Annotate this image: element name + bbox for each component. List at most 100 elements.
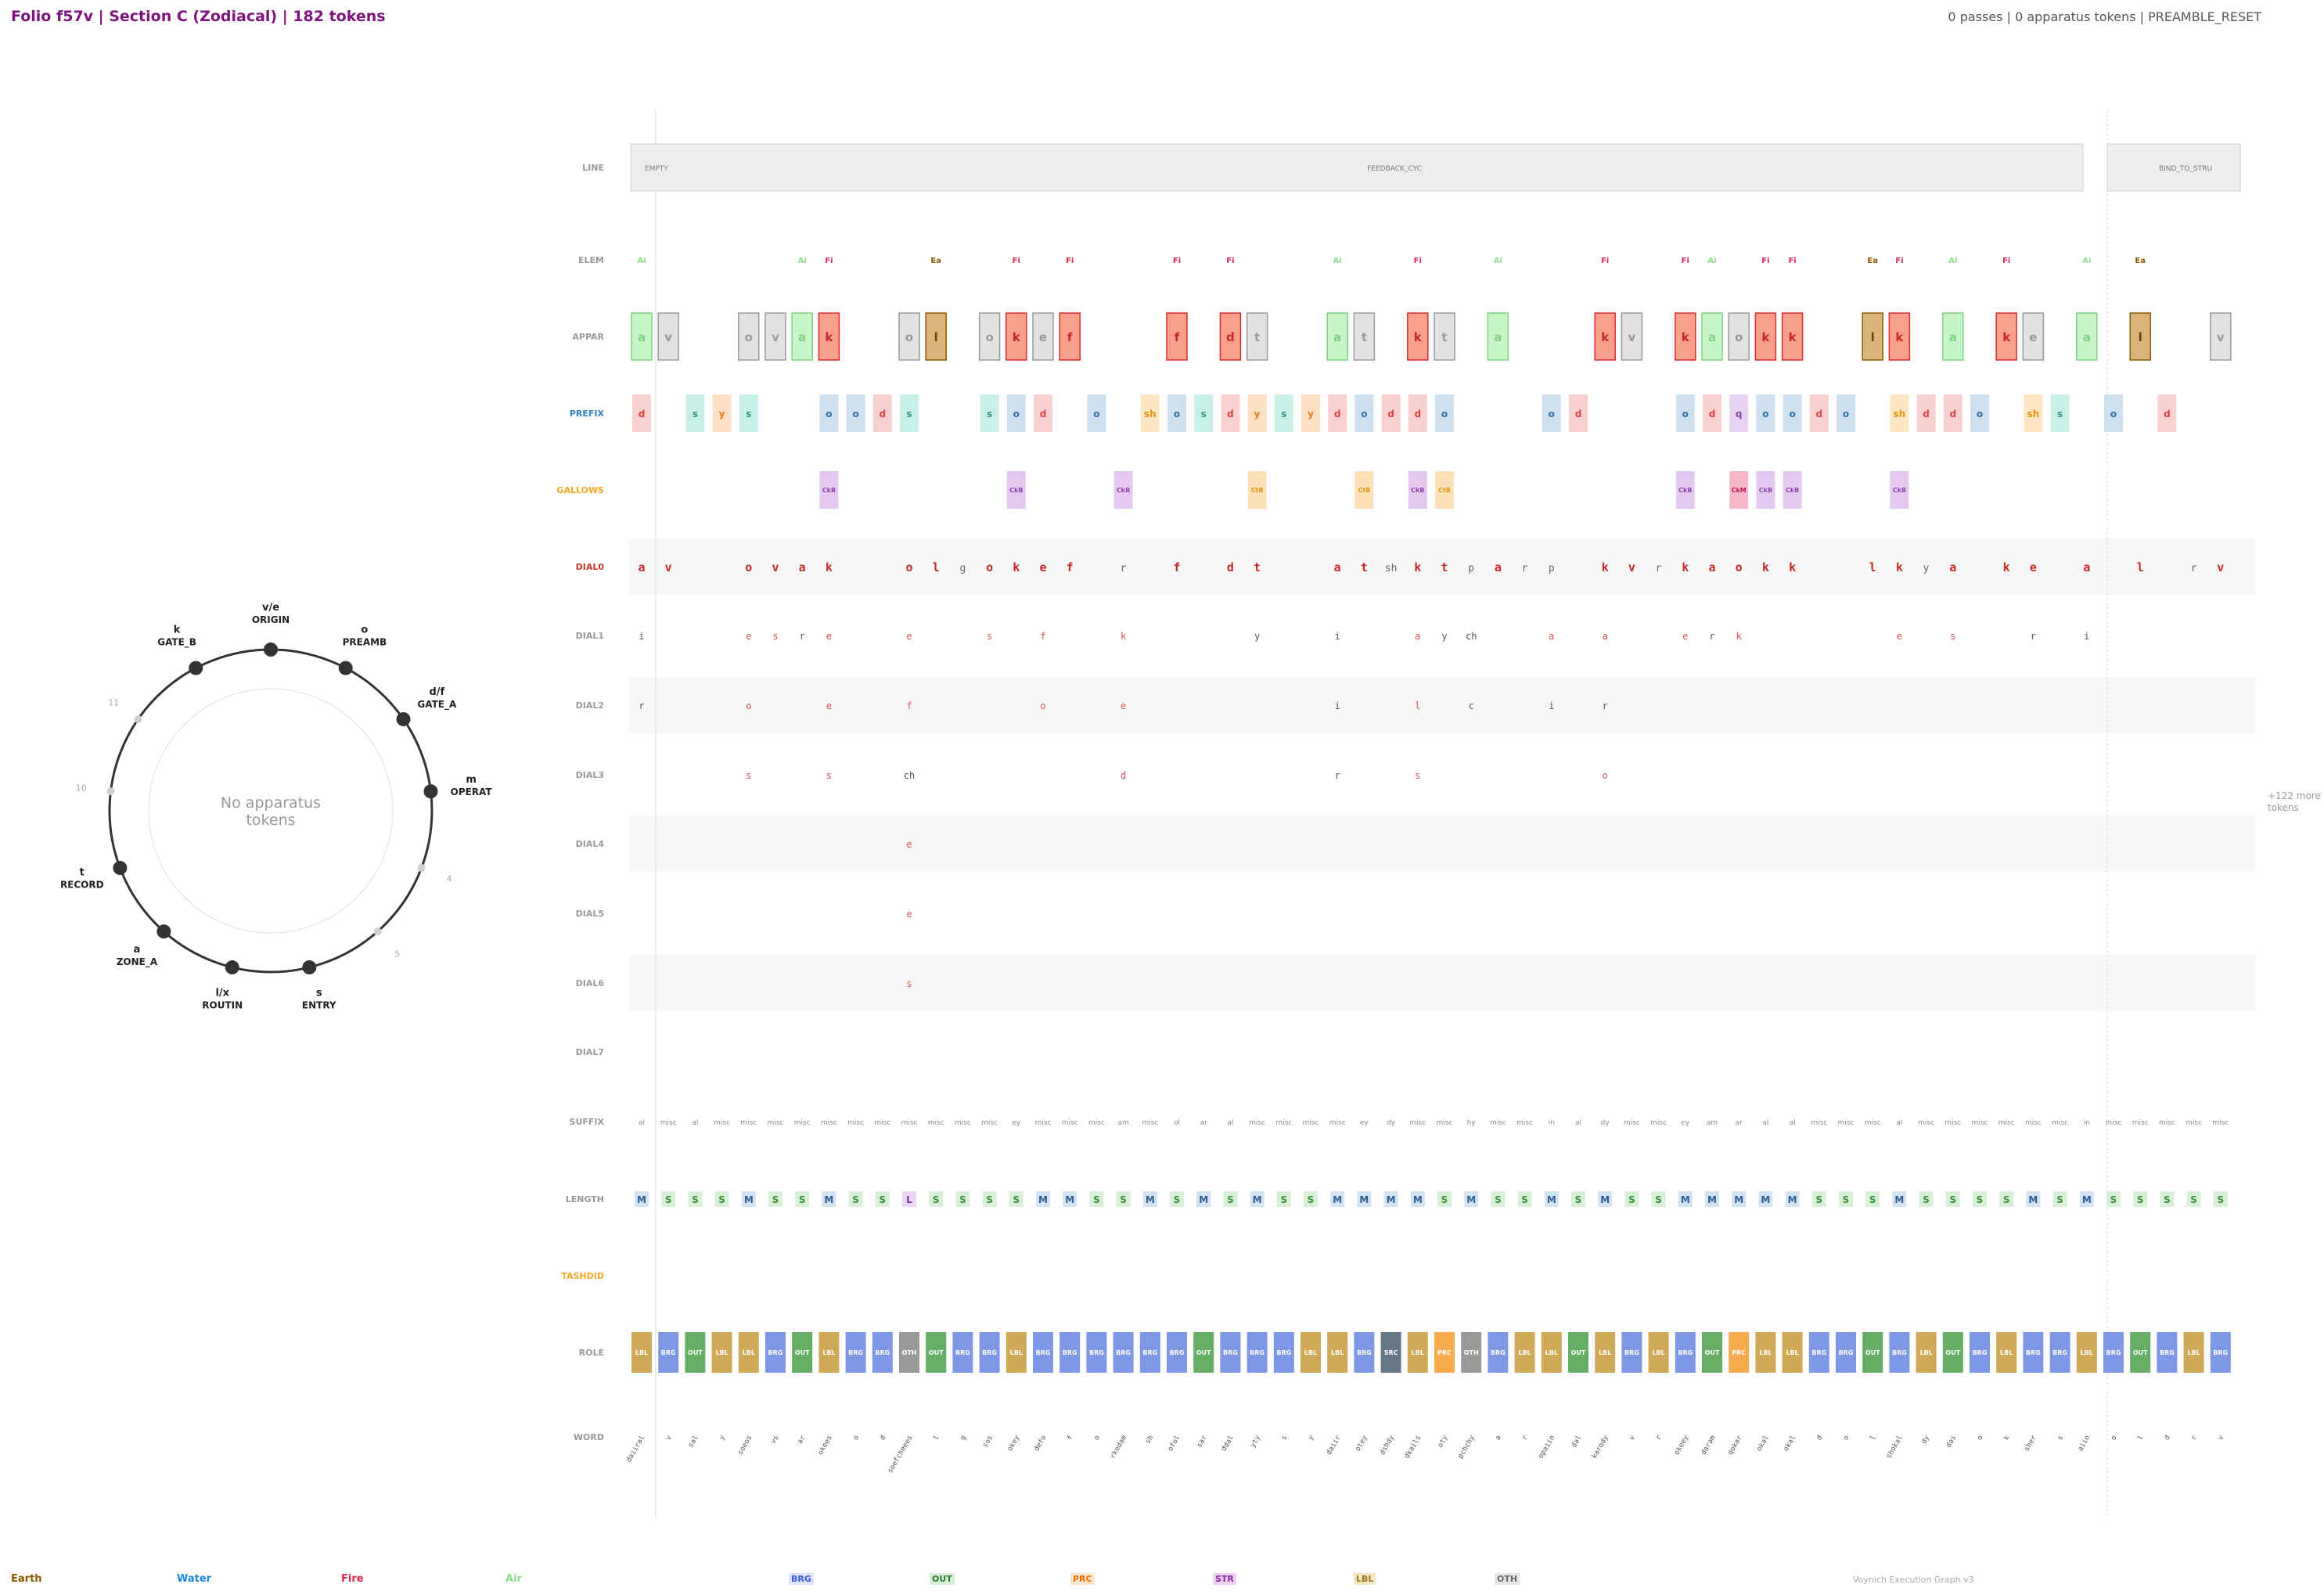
word-label: soeos [736, 1435, 754, 1456]
word-label: ddal [1220, 1435, 1236, 1453]
appar-letter: k [1414, 330, 1423, 344]
role-label: LBL [715, 1349, 728, 1356]
prefix-box [2050, 394, 2070, 432]
row-label-dial1: DIAL1 [576, 631, 604, 641]
prefix-box [1703, 394, 1721, 432]
dial0-glyph: e [1039, 560, 1046, 574]
length-letter: S [2190, 1194, 2197, 1205]
role-label: LBL [1304, 1349, 1317, 1356]
appar-letter: l [934, 330, 938, 344]
role-box [1193, 1332, 1214, 1373]
dial0-glyph: a [1949, 560, 1956, 574]
wheel-node [423, 784, 438, 799]
dial0-glyph: o [1736, 560, 1743, 574]
role-label: LBL [1545, 1349, 1558, 1356]
elem-label: Ai [1707, 257, 1716, 265]
prefix-box [1301, 394, 1320, 432]
suffix-label: misc [874, 1119, 890, 1127]
prefix-letter: d [880, 409, 887, 419]
token-column: r misc S LBL r [1514, 563, 1535, 1442]
role-label: OUT [929, 1349, 944, 1356]
row-label-suffix: SUFFIX [570, 1117, 605, 1127]
word-label: r [2190, 1434, 2200, 1442]
word-label: sher [2023, 1434, 2038, 1453]
word-label: opaiin [1537, 1435, 1556, 1460]
length-box [1973, 1191, 1987, 1207]
dial0-glyph: k [1682, 560, 1689, 574]
row-label-line: LINE [582, 163, 604, 173]
role-box [1033, 1332, 1053, 1373]
length-letter: S [2110, 1194, 2117, 1205]
token-column: o misc S BRG o [1086, 394, 1107, 1442]
elem-label: Fi [1788, 257, 1796, 265]
gallows-box [1354, 471, 1374, 509]
dial1-glyph: e [826, 631, 832, 642]
length-box [1009, 1191, 1023, 1207]
word-label: r [1521, 1434, 1531, 1442]
prefix-box [1837, 394, 1855, 432]
role-box [2049, 1332, 2070, 1373]
dial0-glyph: v [1628, 560, 1635, 574]
prefix-letter: o [1762, 409, 1768, 419]
dial0-glyph: v [2217, 560, 2224, 574]
appar-letter: v [664, 330, 672, 344]
role-label: BRG [661, 1349, 676, 1356]
suffix-label: misc [901, 1119, 918, 1127]
dial1-glyph: e [1897, 631, 1902, 642]
appar-box [1701, 312, 1723, 361]
suffix-label: ar [1736, 1119, 1743, 1127]
length-box [635, 1191, 649, 1207]
prefix-box [1354, 394, 1374, 432]
appar-box [1754, 312, 1777, 361]
row-label-dial5: DIAL5 [576, 909, 604, 919]
word-label: karody [1591, 1434, 1610, 1460]
legend-role-out: OUT [930, 1573, 955, 1585]
role-box [979, 1332, 1000, 1373]
dial1-glyph: k [1121, 631, 1127, 642]
word-label: l [932, 1435, 941, 1442]
gallows-label: CtB [1358, 487, 1371, 494]
length-letter: S [1869, 1194, 1876, 1205]
row-label-dial4: DIAL4 [576, 839, 605, 849]
suffix-label: misc [794, 1119, 811, 1127]
suffix-label: misc [1303, 1119, 1319, 1127]
prefix-box [1087, 394, 1106, 432]
dial0-glyph: l [933, 560, 940, 574]
prefix-letter: y [1308, 409, 1314, 419]
appar-box [2210, 312, 2232, 361]
suffix-label: al [1575, 1119, 1581, 1127]
word-label: o [852, 1435, 861, 1442]
dial1-glyph: s [987, 631, 992, 642]
length-letter: S [1655, 1194, 1662, 1205]
token-column: Fi k o CkB k al M LBL okal [1754, 257, 1777, 1453]
length-letter: M [1199, 1194, 1208, 1205]
prefix-box [1970, 394, 1989, 432]
wheel-center-text: No apparatus [221, 794, 321, 812]
word-label: f [1066, 1435, 1074, 1442]
prefix-letter: d [1816, 409, 1823, 419]
suffix-label: al [1227, 1119, 1233, 1127]
dial1-glyph: i [2084, 631, 2089, 642]
elem-label: Ai [798, 257, 807, 265]
suffix-label: ar [1200, 1119, 1208, 1127]
dial0-glyph: p [1549, 563, 1555, 574]
token-column: o s o e f ch e e s misc L OTH soefcheees [887, 312, 920, 1474]
appar-box [898, 312, 920, 361]
more-tokens-note: +122 more tokens [2268, 790, 2322, 814]
wheel-node-name: GATE_A [417, 699, 457, 711]
appar-letter: k [1761, 330, 1770, 344]
line-segment-bar [630, 143, 2084, 192]
role-box [1380, 1332, 1401, 1373]
appar-letter: a [798, 330, 806, 344]
elem-label: Fi [825, 257, 833, 265]
role-box [1970, 1332, 1990, 1373]
wheel-node-name: OPERAT [451, 787, 493, 798]
role-label: BRG [1276, 1349, 1291, 1356]
wheel-node-name: ROUTIN [202, 1000, 243, 1011]
length-letter: M [1333, 1194, 1342, 1205]
length-box [795, 1191, 810, 1207]
role-box [2157, 1332, 2178, 1373]
wheel-node-letter: v/e [262, 602, 279, 614]
